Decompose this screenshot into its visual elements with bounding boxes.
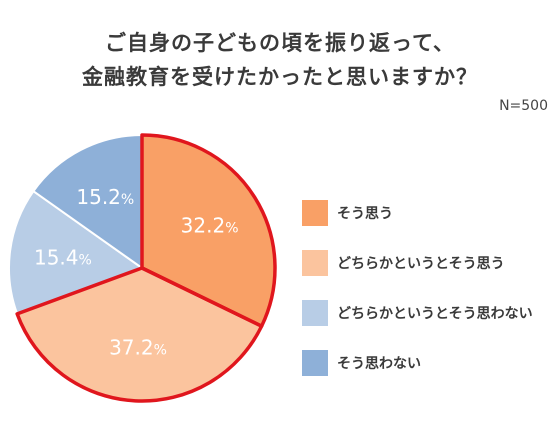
legend-label-2: どちらかというとそう思う: [337, 256, 505, 272]
pie-value-label-1: 32.2%: [181, 214, 239, 238]
chart-title-line-1: ご自身の子どもの頃を振り返って、: [105, 31, 455, 55]
chart-legend: そう思うどちらかというとそう思うどちらかというとそう思わない そう思わない: [302, 200, 533, 400]
pie-slice-3: [8, 189, 145, 316]
pie-value-label-3: 15.4%: [34, 246, 92, 270]
legend-item-4: そう思わない: [302, 350, 533, 376]
legend-label-3: どちらかというとそう思わない: [337, 306, 533, 322]
legend-item-2: どちらかというとそう思う: [302, 250, 533, 276]
pie-slice-4: [32, 133, 143, 270]
legend-swatch-2: [302, 250, 328, 276]
legend-swatch-3: [302, 300, 328, 326]
pie-slice-highlight-2: [15, 266, 264, 403]
legend-swatch-4: [302, 350, 328, 376]
legend-label-1: そう思う: [337, 206, 393, 222]
legend-swatch-1: [302, 200, 328, 226]
pie-slice-highlight-1: [140, 133, 277, 328]
legend-item-1: そう思う: [302, 200, 533, 226]
legend-label-4: そう思わない: [337, 356, 421, 372]
chart-title-line-2: 金融教育を受けたかったと思いますか？: [82, 65, 478, 89]
chart-title: ご自身の子どもの頃を振り返って、 金融教育を受けたかったと思いますか？: [0, 26, 560, 94]
pie-value-label-4: 15.2%: [76, 185, 134, 209]
sample-size: N=500: [499, 98, 548, 114]
pie-value-label-2: 37.2%: [109, 336, 167, 360]
legend-item-3: どちらかというとそう思わない: [302, 300, 533, 326]
